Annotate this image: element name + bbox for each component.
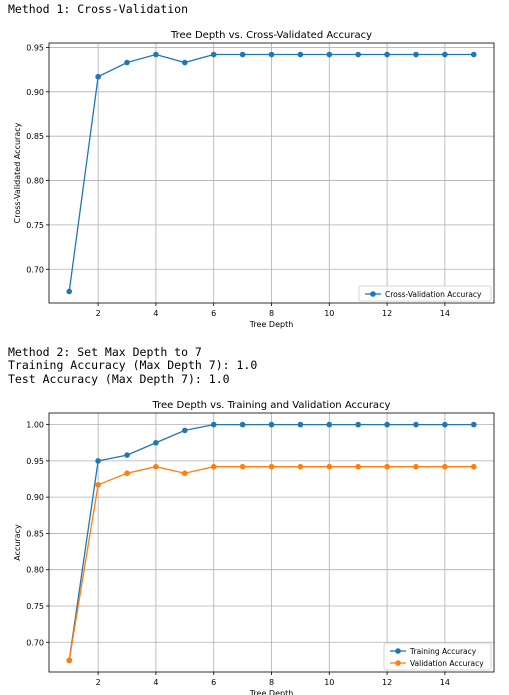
legend-label: Validation Accuracy [410,659,484,668]
y-tick-label: 0.90 [26,88,44,97]
y-tick-label: 0.75 [26,221,44,230]
plot-frame [48,42,495,304]
data-point [442,421,448,428]
y-tick-label: 0.70 [26,265,44,274]
y-tick-label: 0.80 [26,566,44,575]
legend-label: Training Accuracy [409,647,477,656]
y-tick-label: 0.85 [26,529,44,538]
data-point [355,421,361,428]
data-point [384,421,390,428]
x-tick-label: 6 [211,678,216,687]
y-tick-label: 0.85 [26,132,44,141]
data-point [239,421,246,428]
legend-label: Cross-Validation Accuracy [385,290,482,299]
x-tick-label: 2 [96,309,101,318]
x-tick-label: 4 [153,309,158,318]
method2-heading: Method 2: Set Max Depth to 7 [8,345,202,359]
data-point [442,463,448,470]
y-axis-label: Accuracy [13,524,22,561]
data-point [413,421,419,428]
legend-box [383,642,492,671]
x-tick-label: 10 [324,309,334,318]
training-accuracy-output: Training Accuracy (Max Depth 7): 1.0 [8,358,258,372]
data-point [384,51,390,58]
x-tick-label: 2 [96,678,101,687]
data-point [182,59,188,66]
data-point [470,463,477,470]
x-tick-label: 14 [440,678,450,687]
x-tick-label: 8 [269,678,274,687]
data-point [470,51,477,58]
data-point [239,51,246,58]
legend-marker [395,648,401,654]
legend-marker [370,291,376,297]
data-point [239,463,246,470]
y-tick-label: 0.95 [26,457,44,466]
data-point [297,463,304,470]
data-point [124,452,130,458]
cross-validation-chart: Tree Depth vs. Cross-Validated Accuracy 2… [13,30,495,329]
chart-title: Tree Depth vs. Cross-Validated Accuracy [170,30,372,41]
data-point [124,59,130,66]
data-point [210,463,217,470]
data-point [326,421,333,428]
x-tick-label: 6 [211,309,216,318]
x-tick-label: 12 [382,678,392,687]
legend-marker [395,660,401,666]
data-point [297,51,304,58]
method1-heading: Method 1: Cross-Validation [8,2,189,16]
data-point [413,51,419,58]
x-tick-label: 14 [440,309,450,318]
data-point [124,470,130,477]
data-point [95,73,101,80]
data-point [355,463,361,470]
data-point [442,51,448,58]
data-point [66,288,73,295]
data-point [384,463,390,470]
y-axis-label: Cross-Validated Accuracy [13,122,22,223]
data-point [326,463,333,470]
data-point [153,439,159,446]
y-tick-label: 0.90 [26,493,44,502]
y-tick-label: 1.00 [26,421,44,430]
data-point [95,482,101,488]
test-accuracy-output: Test Accuracy (Max Depth 7): 1.0 [8,372,230,386]
data-point [268,51,275,58]
data-point [210,421,217,428]
data-point [153,463,159,470]
y-tick-label: 0.70 [26,638,44,647]
data-point [66,657,73,664]
data-point [268,463,275,470]
y-tick-label: 0.95 [26,43,44,52]
data-point [326,51,333,58]
plot-frame [48,412,495,673]
data-point [268,421,275,428]
data-point [182,427,188,434]
data-point [470,421,477,428]
data-point [153,51,159,58]
x-tick-label: 4 [153,678,158,687]
x-tick-label: 12 [382,309,392,318]
data-point [210,51,217,58]
data-point [95,458,101,464]
chart-title: Tree Depth vs. Training and Validation A… [152,400,391,411]
x-axis-label: Tree Depth [249,689,294,695]
legend-box [358,285,492,302]
data-point [413,463,419,470]
x-tick-label: 10 [324,678,334,687]
train-validation-chart: Tree Depth vs. Training and Validation A… [13,400,495,695]
y-tick-label: 0.80 [26,177,44,186]
data-point [355,51,361,58]
data-point [182,470,188,477]
data-point [297,421,304,428]
x-tick-label: 8 [269,309,274,318]
y-tick-label: 0.75 [26,602,44,611]
x-axis-label: Tree Depth [249,320,294,329]
